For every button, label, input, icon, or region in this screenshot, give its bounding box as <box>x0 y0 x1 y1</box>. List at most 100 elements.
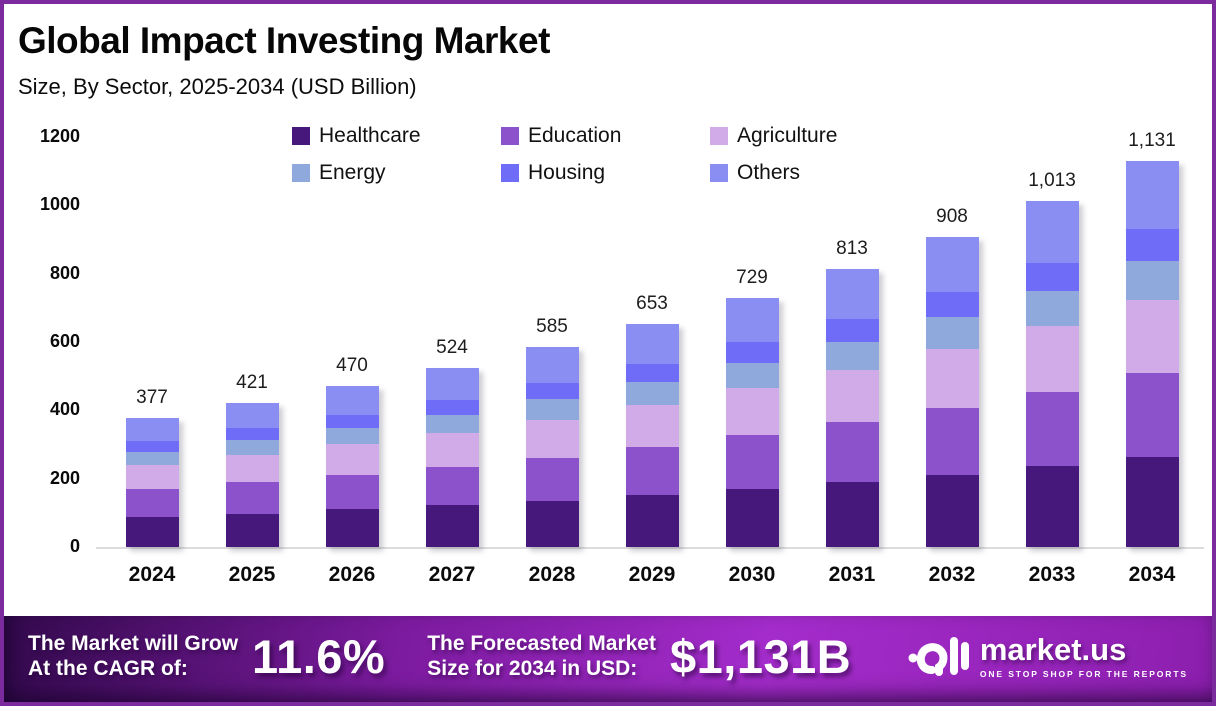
bar-segment-energy <box>925 317 979 349</box>
bar-total-label: 653 <box>636 292 668 314</box>
bar-segment-agriculture <box>125 465 179 490</box>
y-tick-label: 0 <box>69 536 80 556</box>
bar-total-label: 377 <box>136 387 168 409</box>
legend-item-others: Others <box>710 161 919 185</box>
x-axis-baseline <box>96 547 1204 549</box>
bar-segment-housing <box>525 382 579 400</box>
legend-swatch-education <box>501 127 519 145</box>
legend-item-energy: Energy <box>292 161 501 185</box>
brand-text: market.us ONE STOP SHOP FOR THE REPORTS <box>980 634 1188 679</box>
bar-column-2034: 1,131 <box>1102 130 1202 547</box>
x-tick-label-2028: 2028 <box>528 563 576 586</box>
bar-segment-agriculture <box>725 388 779 436</box>
bar-column-2027: 524 <box>402 137 502 547</box>
bar-segment-agriculture <box>325 444 379 475</box>
x-tick-label-2034: 2034 <box>1128 563 1176 586</box>
bar-stack-2031 <box>825 269 879 547</box>
bar-segment-others <box>325 386 379 415</box>
bar-total-label: 729 <box>736 266 768 288</box>
legend-label: Others <box>737 161 801 184</box>
legend-label: Healthcare <box>319 124 421 147</box>
bar-total-label: 1,013 <box>1028 169 1076 191</box>
page-subtitle: Size, By Sector, 2025-2034 (USD Billion) <box>18 74 417 99</box>
bar-column-2030: 729 <box>702 137 802 547</box>
bar-stack-2025 <box>225 403 279 547</box>
bar-segment-others <box>1025 200 1079 263</box>
bar-segment-education <box>625 446 679 496</box>
bar-stack-2029 <box>625 323 679 547</box>
legend-item-housing: Housing <box>501 161 710 185</box>
bar-segment-energy <box>325 428 379 445</box>
bar-segment-healthcare <box>225 513 279 547</box>
bar-segment-energy <box>125 452 179 466</box>
cagr-label-line2: At the CAGR of: <box>28 657 188 680</box>
bar-total-label: 421 <box>236 372 268 394</box>
bar-segment-others <box>1125 160 1179 230</box>
x-axis-labels: 2024 2025 2026 2027 2028 2029 2030 2031 2032 2033… <box>102 563 1202 587</box>
bar-segment-healthcare <box>1025 466 1079 547</box>
bar-segment-agriculture <box>425 432 479 467</box>
legend-label: Energy <box>319 161 386 184</box>
bar-segment-housing <box>725 342 779 363</box>
bar-segment-energy <box>1025 291 1079 327</box>
bar-segment-agriculture <box>225 455 279 483</box>
brand-tagline: ONE STOP SHOP FOR THE REPORTS <box>979 668 1188 679</box>
bar-segment-energy <box>1125 261 1179 301</box>
forecast-value: $1,131B <box>669 629 852 683</box>
y-tick-label: 400 <box>49 399 80 420</box>
bar-segment-energy <box>425 414 479 433</box>
bar-segment-agriculture <box>925 348 979 408</box>
bar-segment-healthcare <box>525 500 579 547</box>
legend-swatch-agriculture <box>710 127 728 145</box>
bar-segment-others <box>925 236 979 292</box>
bar-segment-agriculture <box>1125 300 1179 374</box>
bar-segment-housing <box>1025 262 1079 292</box>
bar-segment-education <box>1025 391 1079 467</box>
bar-segment-agriculture <box>625 404 679 447</box>
x-tick-label-2031: 2031 <box>828 563 876 586</box>
x-tick-label-2032: 2032 <box>928 563 976 586</box>
bar-segment-education <box>525 457 579 501</box>
bar-segment-others <box>425 368 479 401</box>
bar-column-2029: 653 <box>602 137 702 547</box>
bar-column-2025: 421 <box>202 137 302 547</box>
market-us-logo-icon <box>908 637 969 676</box>
bar-segment-others <box>725 297 779 343</box>
bar-segment-others <box>625 323 679 364</box>
forecast-label-line1: The Forecasted Market <box>427 631 656 655</box>
bar-segment-healthcare <box>625 495 679 547</box>
brand-logo: market.us ONE STOP SHOP FOR THE REPORTS <box>908 629 1188 683</box>
bar-total-label: 585 <box>536 316 568 338</box>
bar-segment-others <box>225 403 279 429</box>
legend-swatch-energy <box>292 164 310 182</box>
bar-stack-2034 <box>1125 160 1179 547</box>
bar-segment-agriculture <box>825 369 879 423</box>
bar-segment-education <box>1125 373 1179 457</box>
bar-stack-2028 <box>525 347 579 547</box>
bar-segment-housing <box>425 400 479 415</box>
bar-segment-energy <box>725 362 779 389</box>
page-title: Global Impact Investing Market <box>18 20 550 61</box>
legend-label: Housing <box>528 161 606 184</box>
bar-total-label: 1,131 <box>1128 129 1176 151</box>
bar-stack-2030 <box>725 297 779 547</box>
legend-item-education: Education <box>501 124 710 148</box>
bar-segment-housing <box>125 441 179 453</box>
bar-segment-housing <box>225 428 279 441</box>
bar-segment-education <box>825 422 879 483</box>
bar-segment-energy <box>225 440 279 456</box>
cagr-value: 11.6% <box>252 629 386 683</box>
bar-segment-others <box>825 269 879 319</box>
bar-segment-others <box>525 347 579 383</box>
bar-segment-healthcare <box>125 516 179 547</box>
bar-segment-energy <box>625 382 679 405</box>
bar-segment-healthcare <box>325 509 379 547</box>
bar-segment-education <box>425 466 479 506</box>
bar-segment-education <box>925 407 979 475</box>
bar-stack-2032 <box>925 236 979 547</box>
cagr-label: The Market will Grow At the CAGR of: <box>28 631 238 681</box>
bar-segment-housing <box>325 414 379 429</box>
legend-item-healthcare: Healthcare <box>292 124 501 148</box>
y-tick-label: 800 <box>49 262 80 283</box>
